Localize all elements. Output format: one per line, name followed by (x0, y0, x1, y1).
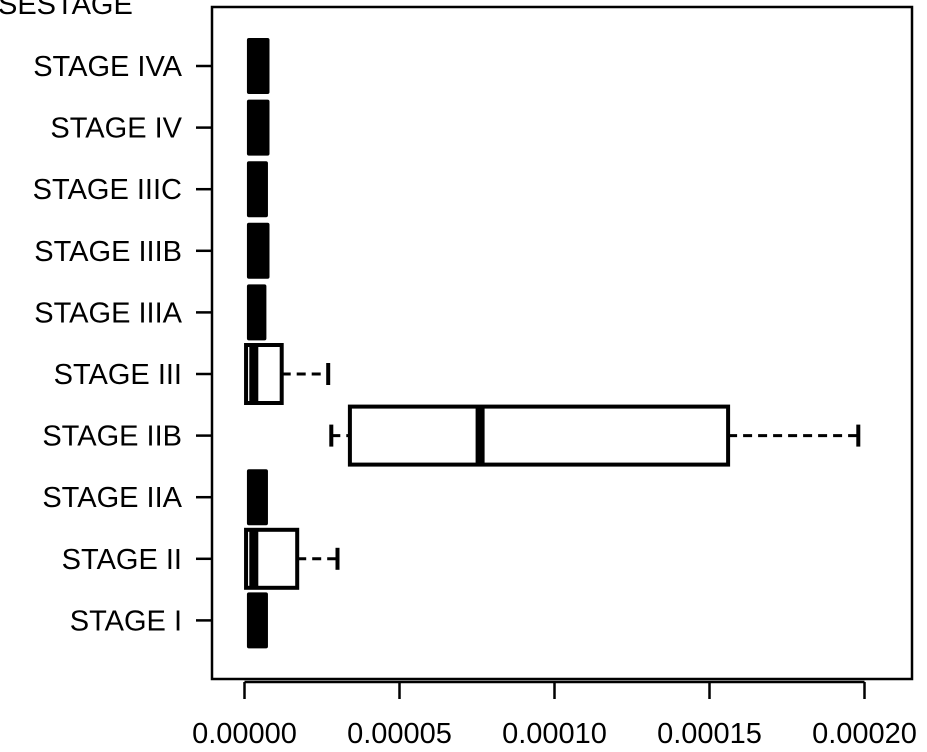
box-collapsed-mark (246, 592, 268, 649)
box-collapsed-mark (246, 284, 267, 341)
box-collapsed-mark (246, 469, 268, 526)
median-line (249, 345, 259, 403)
box-collapsed-mark (246, 38, 270, 94)
y-tick-label: STAGE IIA (42, 482, 182, 514)
box-collapsed-mark (246, 222, 270, 279)
x-tick-label: 0.00020 (812, 718, 917, 750)
box-stage-i (246, 592, 268, 649)
box-stage-iib (329, 404, 861, 467)
x-tick-label: 0.00010 (502, 718, 607, 750)
box-stage-iiib (246, 222, 270, 279)
y-tick-label: STAGE IIIA (34, 297, 182, 329)
x-axis: 0.00000 0.00005 0.00010 0.00015 0.00020 (192, 680, 917, 750)
box-series (244, 38, 861, 649)
interquartile-box (347, 404, 731, 467)
box-stage-ii (244, 527, 340, 590)
box-stage-iia (246, 469, 268, 526)
box-stage-iiic (246, 161, 268, 218)
plot-area-frame (210, 5, 914, 681)
y-tick-label: STAGE IVA (33, 51, 182, 83)
y-tick-label: STAGE IV (50, 113, 182, 145)
y-tick-label: STAGE III (54, 359, 182, 391)
x-tick-label: 0.00005 (347, 718, 452, 750)
y-tick-label: STAGE II (62, 544, 182, 576)
box-stage-iv (246, 99, 270, 156)
x-tick-label: 0.00000 (192, 718, 297, 750)
chart-title: SESTAGE (0, 0, 133, 21)
x-tick-label: 0.00015 (657, 718, 762, 750)
y-tick-label: STAGE IIB (42, 421, 182, 453)
box-stage-iii (244, 343, 331, 405)
y-tick-label: STAGE I (70, 605, 182, 637)
box-collapsed-mark (246, 99, 270, 156)
y-tick-label: STAGE IIIB (34, 236, 182, 268)
box-stage-iva (246, 38, 270, 94)
box-collapsed-mark (246, 161, 268, 218)
median-line (475, 406, 485, 465)
y-tick-label: STAGE IIIC (33, 174, 182, 206)
box-stage-iiia (246, 284, 267, 341)
median-line (249, 529, 259, 588)
y-axis: STAGE IVA STAGE IV STAGE IIIC STAGE IIIB STA… (33, 51, 212, 637)
